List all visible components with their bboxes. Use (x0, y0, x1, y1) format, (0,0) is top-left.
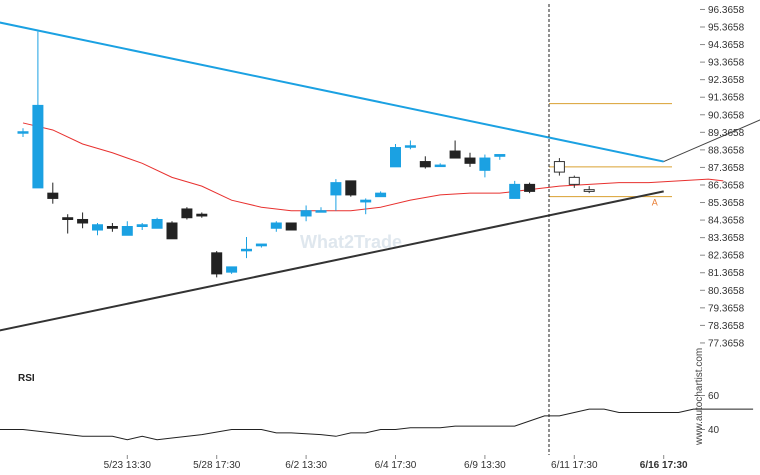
candle (32, 104, 44, 189)
y-tick-label: 89.3658 (708, 128, 745, 139)
pattern-point-label: A (652, 197, 658, 207)
candle (285, 222, 297, 231)
future-candle (568, 176, 580, 185)
watermark-layer: What2Trade www.autochartist.com (300, 232, 705, 446)
x-tick-label: 6/16 17:30 (640, 460, 688, 471)
levels-layer (549, 103, 672, 198)
candle (375, 192, 387, 198)
y-tick-label: 84.3658 (708, 216, 745, 227)
x-tick-label: 6/11 17:30 (551, 460, 598, 471)
x-tick-label: 5/23 13:30 (104, 460, 152, 471)
candle (509, 183, 521, 199)
x-tick-label: 6/2 13:30 (285, 460, 327, 471)
y-tick-label: 79.3658 (708, 303, 745, 314)
y-tick-label: 91.3658 (708, 93, 745, 104)
y-tick-label: 95.3658 (708, 23, 745, 34)
rsi-tick-label: 40 (708, 425, 720, 436)
y-tick-label: 77.3658 (708, 338, 745, 349)
candle (166, 222, 178, 240)
candles-layer (17, 31, 595, 278)
watermark-text: What2Trade (300, 232, 402, 252)
candle (270, 222, 282, 229)
candle (196, 213, 208, 217)
vertical-watermark: www.autochartist.com (694, 348, 705, 446)
candle (106, 226, 118, 229)
x-tick-label: 5/28 17:30 (193, 460, 241, 471)
candle (211, 252, 223, 275)
candle (47, 192, 59, 199)
candle (434, 164, 446, 168)
candle (524, 183, 536, 192)
y-tick-label: 85.3658 (708, 198, 745, 209)
candle (300, 210, 312, 217)
candle (449, 150, 461, 159)
support-trend-line (0, 190, 664, 332)
candle (121, 226, 133, 236)
candle (494, 154, 506, 157)
y-tick-label: 86.3658 (708, 180, 745, 191)
candle (255, 243, 267, 247)
resistance-trend-line (0, 21, 664, 163)
y-tick-label: 80.3658 (708, 286, 745, 297)
y-tick-label: 93.3658 (708, 58, 745, 69)
candle (62, 217, 74, 220)
candle (479, 157, 491, 171)
candle (136, 224, 148, 228)
candle (77, 218, 89, 224)
x-tick-label: 6/4 17:30 (375, 460, 417, 471)
rsi-label: RSI (18, 373, 35, 384)
x-axis: 5/23 13:30 5/28 17:30 6/2 13:30 6/4 17:30 6/… (104, 455, 688, 471)
candle (181, 208, 193, 219)
candle (226, 266, 238, 273)
projection-arrow (663, 119, 760, 163)
trend-lines-layer: A (0, 21, 760, 332)
candle (404, 145, 416, 148)
candle (419, 161, 431, 168)
candle (330, 182, 342, 196)
y-tick-label: 82.3658 (708, 251, 745, 262)
x-tick-label: 6/9 13:30 (464, 460, 506, 471)
y-axis: 96.3658 95.3658 94.3658 93.3658 92.3658 91.36… (700, 5, 745, 349)
candle (151, 218, 163, 229)
moving-average-line (22, 122, 724, 212)
rsi-tick-label: 60 (708, 391, 720, 402)
rsi-line (0, 408, 754, 441)
y-tick-label: 92.3658 (708, 75, 745, 86)
y-tick-label: 78.3658 (708, 321, 745, 332)
candle (390, 147, 401, 168)
future-candle (583, 189, 595, 192)
y-tick-label: 87.3658 (708, 163, 745, 174)
candle (345, 180, 357, 196)
future-candle (553, 161, 565, 173)
y-tick-label: 83.3658 (708, 233, 745, 244)
candle (360, 199, 372, 203)
rsi-panel: RSI 60 40 (0, 373, 754, 441)
candle (315, 210, 327, 213)
candle (17, 131, 29, 134)
y-tick-label: 96.3658 (708, 5, 745, 16)
y-tick-label: 81.3658 (708, 268, 745, 279)
y-tick-label: 90.3658 (708, 110, 745, 121)
candle (241, 248, 252, 252)
y-tick-label: 94.3658 (708, 40, 745, 51)
candle (464, 157, 476, 164)
y-tick-label: 88.3658 (708, 145, 745, 156)
candle (92, 224, 103, 231)
